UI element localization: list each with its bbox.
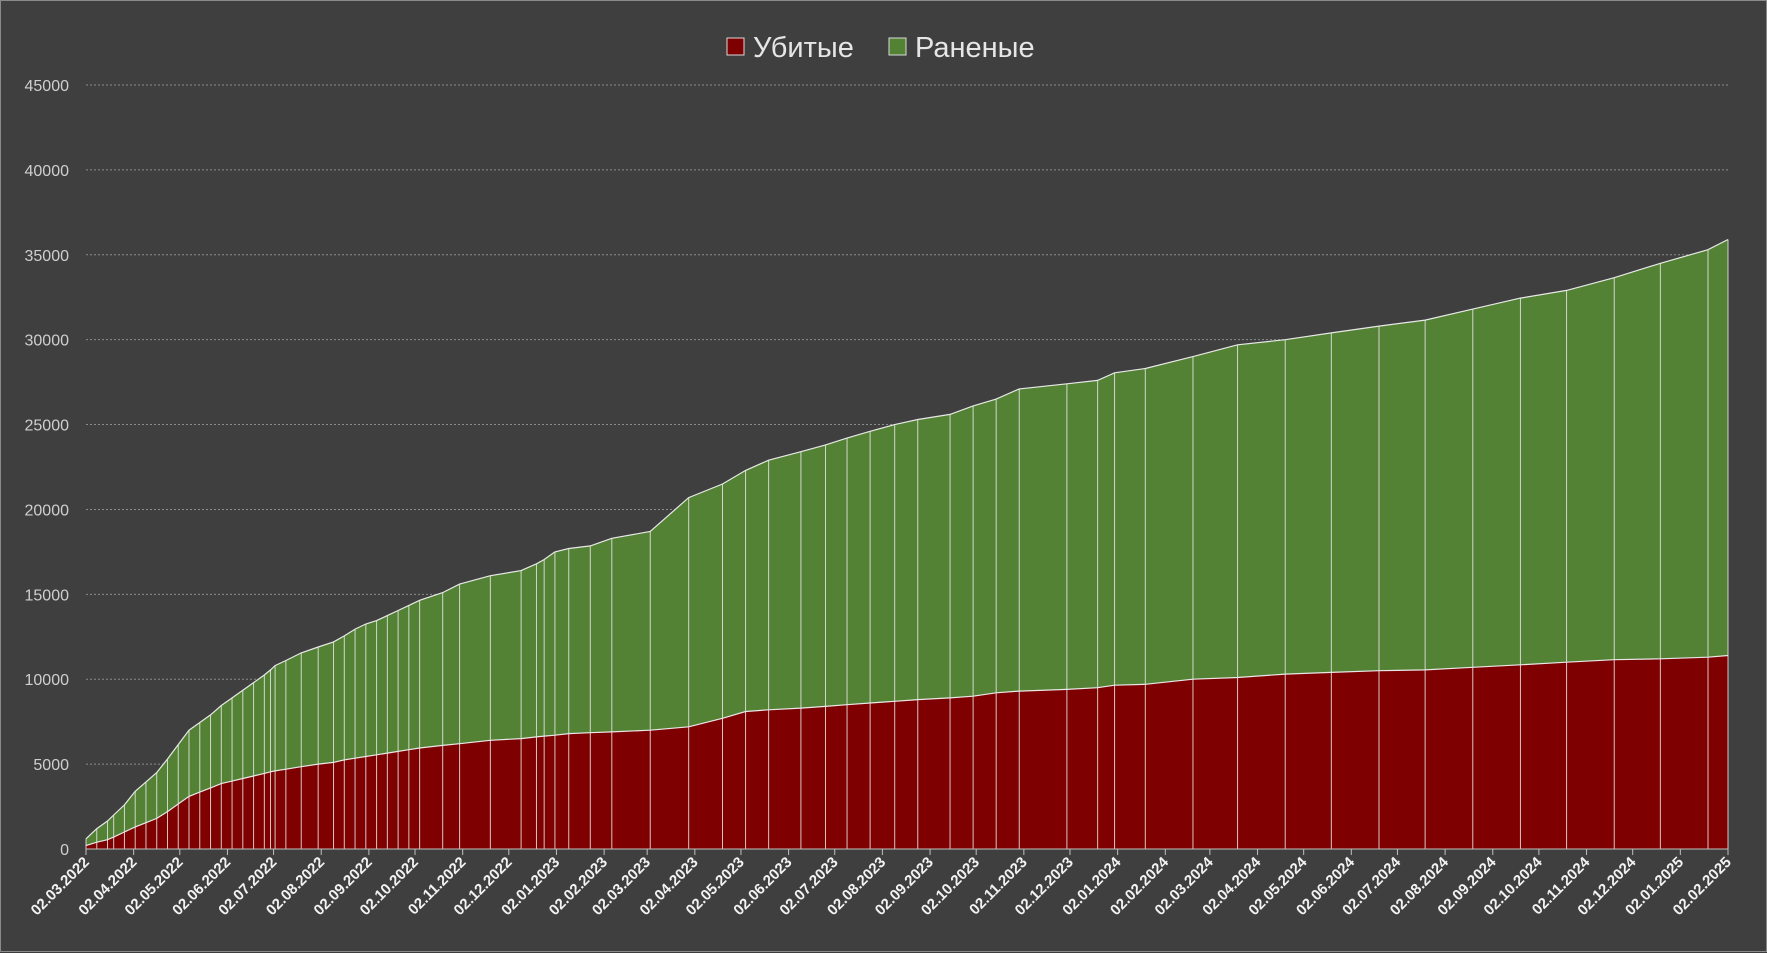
y-tick-label-10000: 10000: [25, 672, 70, 689]
legend-item-killed: Убитые: [726, 32, 854, 64]
legend-label-killed: Убитые: [753, 32, 854, 64]
y-tick-label-30000: 30000: [25, 333, 70, 350]
y-tick-label-25000: 25000: [25, 418, 70, 435]
y-tick-label-20000: 20000: [25, 502, 70, 519]
area-layer: [85, 238, 1729, 849]
y-tick-label-45000: 45000: [25, 78, 70, 95]
y-tick-label-15000: 15000: [25, 587, 70, 604]
y-tick-label-0: 0: [60, 842, 69, 859]
data-point-markers: [85, 239, 1729, 849]
y-tick-label-5000: 5000: [33, 757, 69, 774]
area-series-killed: [86, 655, 1728, 849]
legend-item-wounded: Раненые: [888, 32, 1035, 64]
legend-swatch-wounded: [888, 37, 907, 56]
series-line-wounded: [85, 238, 1729, 840]
legend: Убитые Раненые: [726, 32, 1035, 64]
area-series-wounded: [86, 239, 1728, 846]
series-line-killed: [85, 654, 1729, 847]
y-tick-label-40000: 40000: [25, 163, 70, 180]
y-tick-label-35000: 35000: [25, 248, 70, 265]
legend-swatch-killed: [726, 37, 745, 56]
legend-label-wounded: Раненые: [915, 32, 1035, 64]
